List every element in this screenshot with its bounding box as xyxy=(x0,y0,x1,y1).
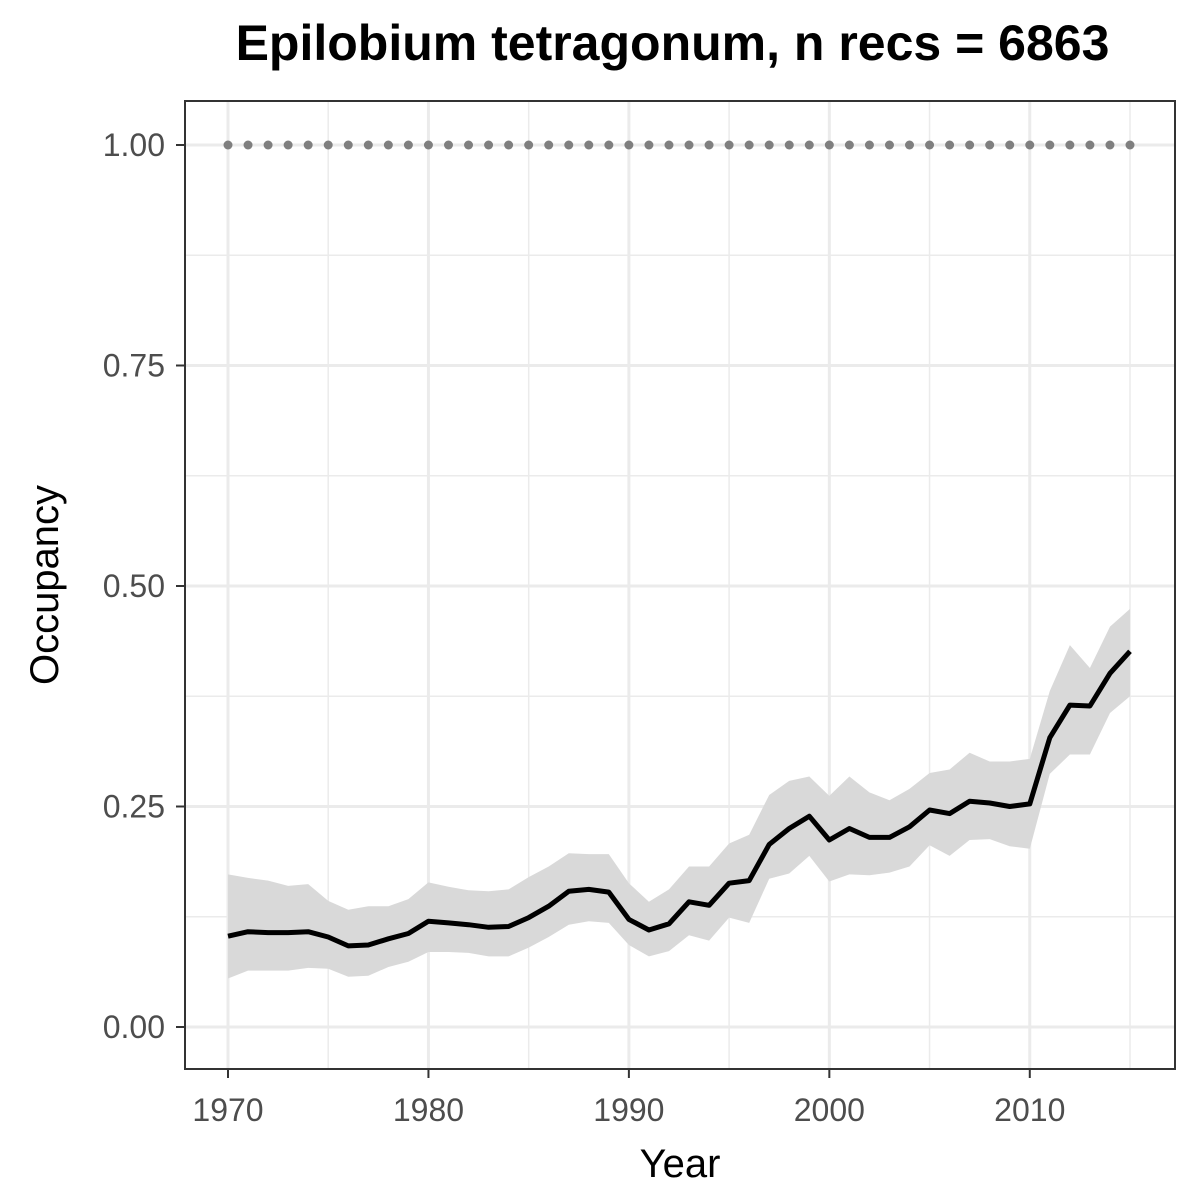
dot-point xyxy=(363,140,373,150)
dot-point xyxy=(985,140,995,150)
dot-point xyxy=(584,140,594,150)
dot-point xyxy=(544,140,554,150)
occupancy-line-layer xyxy=(227,649,1132,949)
x-tick-label: 1970 xyxy=(192,1092,263,1128)
dot-point xyxy=(223,140,233,150)
dot-point xyxy=(443,140,453,150)
y-tick-label: 0.50 xyxy=(103,568,165,604)
dot-point xyxy=(303,140,313,150)
dot-point xyxy=(1045,140,1055,150)
x-axis-title: Year xyxy=(640,1142,721,1186)
dot-point xyxy=(383,140,393,150)
chart-title: Epilobium tetragonum, n recs = 6863 xyxy=(235,15,1110,71)
y-tick-labels: 0.00 0.25 0.50 0.75 1.00 xyxy=(103,127,165,1045)
dot-point xyxy=(1005,140,1015,150)
dot-point xyxy=(864,140,874,150)
dot-point xyxy=(1125,140,1135,150)
y-axis-title: Occupancy xyxy=(23,485,67,685)
dot-point xyxy=(664,140,674,150)
confidence-band-layer xyxy=(228,608,1130,979)
dot-point xyxy=(464,140,474,150)
x-tick-label: 1980 xyxy=(393,1092,464,1128)
y-tick-label: 1.00 xyxy=(103,127,165,163)
dot-point xyxy=(343,140,353,150)
dot-point xyxy=(925,140,935,150)
dot-point xyxy=(524,140,534,150)
occupancy-line xyxy=(227,649,1132,949)
dot-point xyxy=(564,140,574,150)
dot-point xyxy=(604,140,614,150)
x-tick-label: 1990 xyxy=(593,1092,664,1128)
dot-point xyxy=(644,140,654,150)
dot-point xyxy=(824,140,834,150)
dotted-line-layer xyxy=(223,140,1135,150)
dot-point xyxy=(945,140,955,150)
dot-point xyxy=(784,140,794,150)
dot-point xyxy=(1025,140,1035,150)
dot-point xyxy=(403,140,413,150)
x-tick-label: 2000 xyxy=(794,1092,865,1128)
dot-point xyxy=(844,140,854,150)
dot-point xyxy=(423,140,433,150)
dot-point xyxy=(905,140,915,150)
dot-point xyxy=(764,140,774,150)
y-tick-label: 0.25 xyxy=(103,789,165,825)
y-tick-label: 0.00 xyxy=(103,1009,165,1045)
dot-point xyxy=(624,140,634,150)
dot-point xyxy=(504,140,514,150)
dot-point xyxy=(323,140,333,150)
x-tick-labels: 1970 1980 1990 2000 2010 xyxy=(192,1092,1065,1128)
confidence-band xyxy=(228,608,1130,979)
dot-point xyxy=(1065,140,1075,150)
dot-point xyxy=(804,140,814,150)
dot-point xyxy=(1085,140,1095,150)
y-tick-label: 0.75 xyxy=(103,348,165,384)
dot-point xyxy=(965,140,975,150)
dot-point xyxy=(1105,140,1115,150)
x-tick-label: 2010 xyxy=(994,1092,1065,1128)
dot-point xyxy=(744,140,754,150)
dot-point xyxy=(684,140,694,150)
dot-point xyxy=(243,140,253,150)
dot-point xyxy=(704,140,714,150)
dot-point xyxy=(484,140,494,150)
axis-ticks xyxy=(176,144,1031,1078)
dot-point xyxy=(283,140,293,150)
dot-point xyxy=(724,140,734,150)
dot-point xyxy=(884,140,894,150)
dot-point xyxy=(263,140,273,150)
